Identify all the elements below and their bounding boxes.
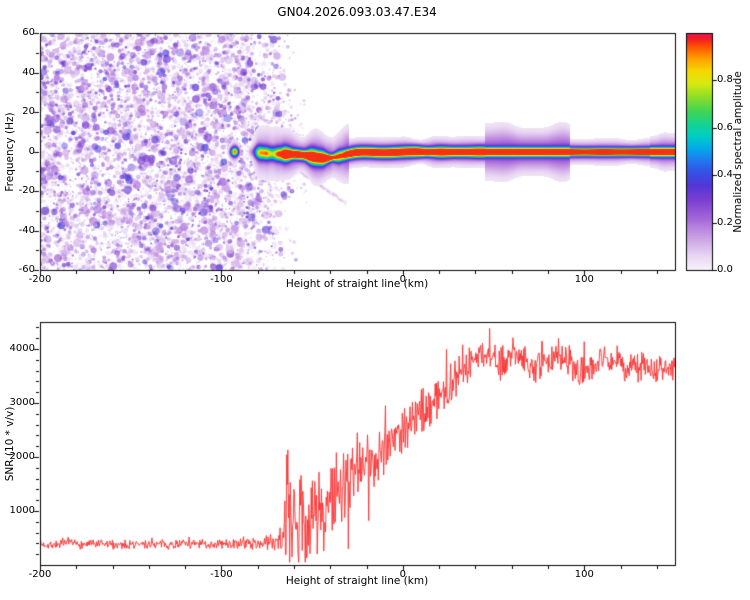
spectrogram-x-axis-label: Height of straight line (km) <box>285 278 429 290</box>
frequency-tick-label: -40 <box>18 224 35 236</box>
colorbar-tick-label: 0.2 <box>717 216 733 228</box>
snr-x-axis-label: Height of straight line (km) <box>285 575 429 587</box>
frequency-tick-label: 20 <box>22 106 35 117</box>
frequency-tick-label: 60 <box>22 27 35 38</box>
frequency-tick-label: -60 <box>18 264 35 275</box>
frequency-tick-label: 0 <box>28 145 35 157</box>
frequency-tick-label: 40 <box>22 66 35 78</box>
snr-y-tick-label: 2000 <box>9 451 35 462</box>
spectrogram-x-tick-label: 100 <box>574 274 594 285</box>
spectrogram-x-tick-label: 0 <box>399 274 407 285</box>
snr-y-tick-label: 1000 <box>9 505 35 516</box>
colorbar-tick-label: 0.8 <box>717 74 733 86</box>
spectrogram-x-tick-label: -100 <box>210 274 233 285</box>
colorbar-tick-label: 0.0 <box>717 264 733 275</box>
snr-x-tick-label: -200 <box>28 569 52 580</box>
snr-x-tick-label: 100 <box>574 569 594 580</box>
snr-x-tick-label: -100 <box>210 569 233 580</box>
snr-y-tick-label: 4000 <box>9 343 35 354</box>
colorbar-tick-label: 0.6 <box>717 121 733 133</box>
snr-y-tick-label: 3000 <box>9 397 35 408</box>
spectrogram-x-tick-label: -200 <box>28 274 52 285</box>
plot-title: GN04.2026.093.03.47.E34 <box>277 5 437 19</box>
colorbar-tick-label: 0.4 <box>717 169 733 181</box>
frequency-tick-label: -20 <box>18 185 35 196</box>
snr-x-tick-label: 0 <box>399 569 407 580</box>
